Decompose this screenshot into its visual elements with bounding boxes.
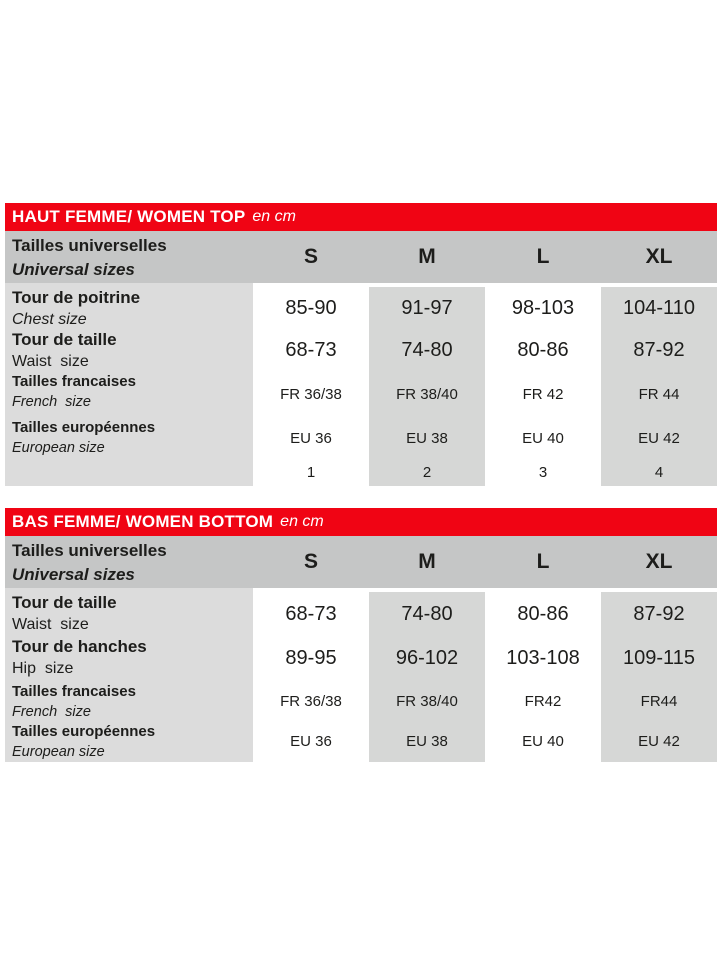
value-cell: EU 36 bbox=[253, 721, 369, 762]
row-label-cell: Tailles francaises French size bbox=[5, 371, 253, 417]
header-label-fr: Tailles universelles bbox=[12, 541, 167, 560]
value-cell: FR 36/38 bbox=[253, 681, 369, 722]
row-label-cell bbox=[5, 459, 253, 486]
row-label-en: French size bbox=[12, 704, 91, 720]
row-label-en: European size bbox=[12, 744, 105, 760]
row-label-fr: Tour de taille bbox=[12, 593, 117, 612]
header-separator bbox=[5, 283, 717, 287]
value-cell: 74-80 bbox=[369, 329, 485, 372]
table-title-bar: BAS FEMME/ WOMEN BOTTOM en cm bbox=[5, 508, 717, 536]
table-row-waist: Tour de taille Waist size 68-73 74-80 80… bbox=[5, 329, 717, 372]
header-label-fr: Tailles universelles bbox=[12, 236, 167, 255]
column-header-l: L bbox=[536, 245, 550, 268]
value-cell: EU 40 bbox=[485, 721, 601, 762]
row-label-en: European size bbox=[12, 440, 105, 456]
value-cell: EU 42 bbox=[601, 417, 717, 459]
value-cell: FR 38/40 bbox=[369, 681, 485, 722]
row-label-fr: Tour de taille bbox=[12, 330, 117, 349]
unit-label: en cm bbox=[280, 513, 324, 530]
column-header-m: M bbox=[418, 550, 436, 573]
row-label-fr: Tour de hanches bbox=[12, 637, 147, 656]
header-label-cell: Tailles universelles Universal sizes bbox=[5, 231, 253, 283]
row-label-cell: Tour de poitrine Chest size bbox=[5, 287, 253, 330]
value-cell: 74-80 bbox=[369, 592, 485, 636]
value-cell: 87-92 bbox=[601, 592, 717, 636]
row-label-en: Waist size bbox=[12, 353, 89, 370]
value-cell: FR 44 bbox=[601, 371, 717, 417]
value-cell: 98-103 bbox=[485, 287, 601, 330]
column-header-l: L bbox=[536, 550, 550, 573]
table-row-european-size: Tailles européennes European size EU 36 … bbox=[5, 417, 717, 459]
value-cell: EU 36 bbox=[253, 417, 369, 459]
table-row-size-numbers: 1 2 3 4 bbox=[5, 459, 717, 486]
value-cell: 80-86 bbox=[485, 592, 601, 636]
value-cell: 89-95 bbox=[253, 636, 369, 681]
row-label-en: French size bbox=[12, 394, 91, 410]
header-row: Tailles universelles Universal sizes S M… bbox=[5, 536, 717, 588]
table-title-bar: HAUT FEMME/ WOMEN TOP en cm bbox=[5, 203, 717, 231]
value-cell: 103-108 bbox=[485, 636, 601, 681]
table-row-chest: Tour de poitrine Chest size 85-90 91-97 … bbox=[5, 287, 717, 330]
size-table-women-top: HAUT FEMME/ WOMEN TOP en cm Tailles univ… bbox=[5, 203, 717, 486]
value-cell: 68-73 bbox=[253, 329, 369, 372]
header-label-en: Universal sizes bbox=[12, 565, 135, 584]
header-label-en: Universal sizes bbox=[12, 260, 135, 279]
table-row-waist: Tour de taille Waist size 68-73 74-80 80… bbox=[5, 592, 717, 636]
column-header-s: S bbox=[303, 245, 318, 268]
value-cell: 104-110 bbox=[601, 287, 717, 330]
row-label-fr: Tailles européennes bbox=[12, 419, 156, 436]
row-label-fr: Tailles francaises bbox=[12, 373, 136, 390]
value-cell: FR44 bbox=[601, 681, 717, 722]
value-cell: EU 42 bbox=[601, 721, 717, 762]
column-header-xl: XL bbox=[645, 550, 673, 573]
value-cell: 3 bbox=[485, 459, 601, 486]
unit-label: en cm bbox=[252, 208, 296, 225]
header-label-cell: Tailles universelles Universal sizes bbox=[5, 536, 253, 588]
row-label-fr: Tailles européennes bbox=[12, 723, 156, 740]
row-label-cell: Tour de hanches Hip size bbox=[5, 636, 253, 681]
column-header-s: S bbox=[303, 550, 318, 573]
value-cell: 2 bbox=[369, 459, 485, 486]
value-cell: FR42 bbox=[485, 681, 601, 722]
value-cell: EU 40 bbox=[485, 417, 601, 459]
row-label-en: Chest size bbox=[12, 311, 87, 328]
value-cell: EU 38 bbox=[369, 417, 485, 459]
table-row-european-size: Tailles européennes European size EU 36 … bbox=[5, 721, 717, 762]
value-cell: FR 36/38 bbox=[253, 371, 369, 417]
value-cell: 1 bbox=[253, 459, 369, 486]
value-cell: 80-86 bbox=[485, 329, 601, 372]
header-row: Tailles universelles Universal sizes S M… bbox=[5, 231, 717, 283]
header-separator bbox=[5, 588, 717, 592]
value-cell: 87-92 bbox=[601, 329, 717, 372]
value-cell: 91-97 bbox=[369, 287, 485, 330]
value-cell: FR 42 bbox=[485, 371, 601, 417]
value-cell: 68-73 bbox=[253, 592, 369, 636]
table-title: BAS FEMME/ WOMEN BOTTOM bbox=[12, 512, 274, 531]
value-cell: FR 38/40 bbox=[369, 371, 485, 417]
row-label-fr: Tailles francaises bbox=[12, 683, 136, 700]
row-label-cell: Tailles européennes European size bbox=[5, 417, 253, 459]
row-label-en: Waist size bbox=[12, 616, 89, 633]
table-title: HAUT FEMME/ WOMEN TOP bbox=[12, 207, 246, 226]
value-cell: 96-102 bbox=[369, 636, 485, 681]
table-row-french-size: Tailles francaises French size FR 36/38 … bbox=[5, 681, 717, 722]
value-cell: 109-115 bbox=[601, 636, 717, 681]
size-table-women-bottom: BAS FEMME/ WOMEN BOTTOM en cm Tailles un… bbox=[5, 508, 717, 762]
table-row-french-size: Tailles francaises French size FR 36/38 … bbox=[5, 371, 717, 417]
column-header-m: M bbox=[418, 245, 436, 268]
value-cell: EU 38 bbox=[369, 721, 485, 762]
column-header-xl: XL bbox=[645, 245, 673, 268]
row-label-en: Hip size bbox=[12, 660, 74, 677]
row-label-cell: Tailles francaises French size bbox=[5, 681, 253, 722]
value-cell: 4 bbox=[601, 459, 717, 486]
row-label-fr: Tour de poitrine bbox=[12, 288, 141, 307]
row-label-cell: Tour de taille Waist size bbox=[5, 329, 253, 372]
row-label-cell: Tailles européennes European size bbox=[5, 721, 253, 762]
value-cell: 85-90 bbox=[253, 287, 369, 330]
row-label-cell: Tour de taille Waist size bbox=[5, 592, 253, 636]
table-row-hip: Tour de hanches Hip size 89-95 96-102 10… bbox=[5, 636, 717, 681]
